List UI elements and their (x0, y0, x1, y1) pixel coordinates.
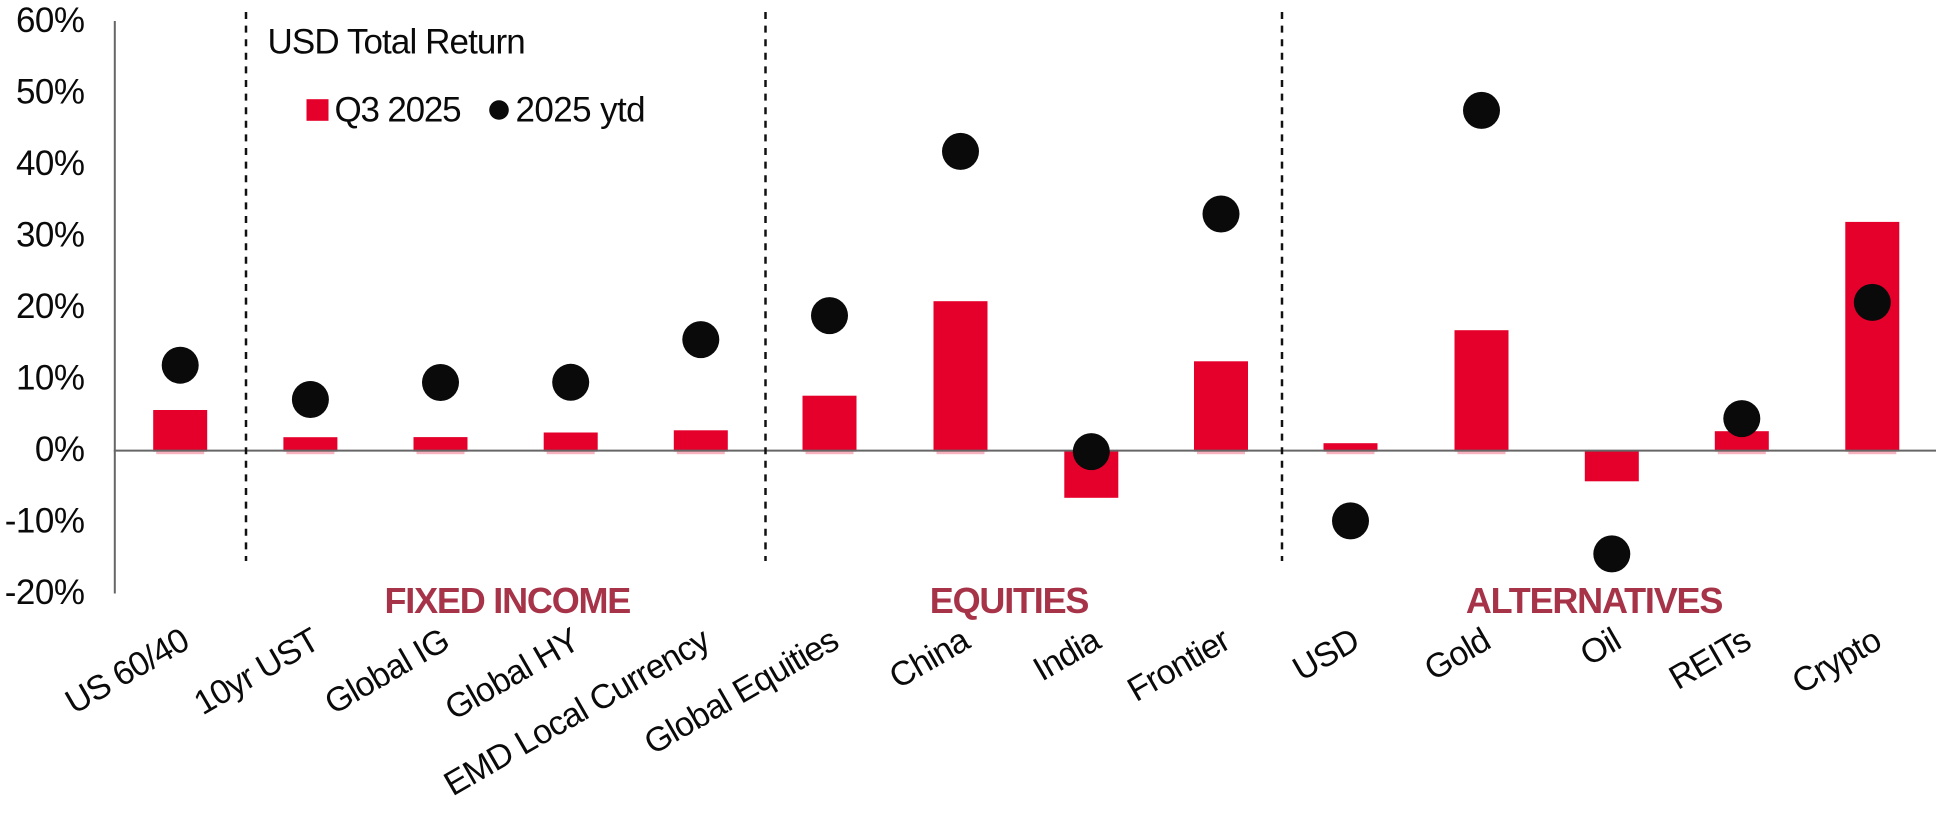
svg-text:USD Total Return: USD Total Return (268, 22, 525, 61)
svg-text:FIXED INCOME: FIXED INCOME (384, 580, 630, 621)
svg-text:60%: 60% (16, 1, 85, 40)
svg-text:20%: 20% (16, 287, 85, 326)
svg-text:10%: 10% (16, 359, 85, 398)
svg-text:-20%: -20% (5, 573, 85, 612)
svg-text:2025 ytd: 2025 ytd (516, 91, 645, 130)
svg-text:0%: 0% (35, 430, 85, 469)
svg-text:ALTERNATIVES: ALTERNATIVES (1466, 580, 1722, 621)
svg-text:EQUITIES: EQUITIES (930, 580, 1089, 621)
svg-text:40%: 40% (16, 144, 85, 183)
svg-text:-10%: -10% (5, 502, 85, 541)
svg-text:50%: 50% (16, 72, 85, 111)
svg-text:Q3 2025: Q3 2025 (335, 91, 461, 130)
svg-text:30%: 30% (16, 215, 85, 254)
